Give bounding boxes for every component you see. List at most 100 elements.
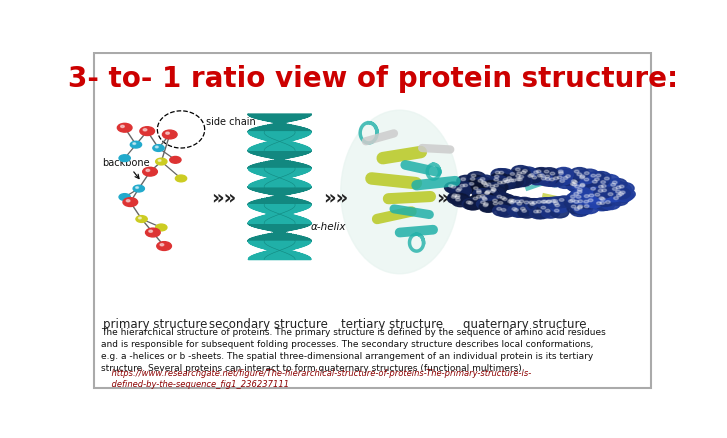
Circle shape xyxy=(512,208,517,211)
Circle shape xyxy=(470,183,474,186)
Circle shape xyxy=(504,198,522,209)
Circle shape xyxy=(570,168,589,180)
Circle shape xyxy=(145,229,160,237)
Circle shape xyxy=(476,193,494,204)
Circle shape xyxy=(480,182,498,193)
Circle shape xyxy=(138,218,141,219)
Circle shape xyxy=(499,196,517,207)
Circle shape xyxy=(157,242,172,251)
Circle shape xyxy=(521,172,526,175)
Circle shape xyxy=(462,199,481,210)
Circle shape xyxy=(580,170,599,181)
Circle shape xyxy=(146,170,150,172)
Circle shape xyxy=(494,176,499,179)
Circle shape xyxy=(490,182,508,193)
Circle shape xyxy=(524,173,542,184)
Circle shape xyxy=(511,200,515,203)
Circle shape xyxy=(550,179,554,181)
Circle shape xyxy=(478,180,497,191)
Circle shape xyxy=(580,176,585,178)
Text: side chain: side chain xyxy=(206,117,256,127)
Circle shape xyxy=(554,168,573,180)
Circle shape xyxy=(507,177,526,188)
Circle shape xyxy=(481,178,485,181)
Circle shape xyxy=(589,194,594,198)
Circle shape xyxy=(510,201,514,204)
Circle shape xyxy=(530,203,534,206)
Circle shape xyxy=(545,210,550,213)
Circle shape xyxy=(166,133,169,135)
Circle shape xyxy=(444,183,462,194)
Circle shape xyxy=(511,180,515,182)
Circle shape xyxy=(554,177,558,180)
Circle shape xyxy=(571,183,590,194)
Circle shape xyxy=(611,188,630,200)
Circle shape xyxy=(479,202,497,213)
Circle shape xyxy=(449,185,453,188)
Circle shape xyxy=(156,225,167,231)
Circle shape xyxy=(537,211,542,213)
Circle shape xyxy=(516,205,535,217)
Circle shape xyxy=(519,176,523,179)
Circle shape xyxy=(567,203,586,214)
Circle shape xyxy=(476,176,494,187)
Circle shape xyxy=(119,155,130,162)
Circle shape xyxy=(491,189,496,192)
Circle shape xyxy=(616,194,622,197)
Circle shape xyxy=(616,191,620,194)
Circle shape xyxy=(507,198,525,208)
Circle shape xyxy=(601,198,605,201)
Circle shape xyxy=(554,170,574,181)
Circle shape xyxy=(578,201,582,203)
Circle shape xyxy=(608,193,613,196)
Circle shape xyxy=(569,200,573,203)
Circle shape xyxy=(606,181,626,193)
Circle shape xyxy=(497,207,515,218)
Circle shape xyxy=(170,157,181,164)
Circle shape xyxy=(533,172,553,184)
Circle shape xyxy=(542,201,547,204)
Circle shape xyxy=(473,189,491,200)
Circle shape xyxy=(608,186,627,197)
Circle shape xyxy=(459,182,477,193)
Circle shape xyxy=(510,207,528,218)
Circle shape xyxy=(495,172,500,174)
Circle shape xyxy=(537,198,555,210)
Circle shape xyxy=(505,180,509,184)
Circle shape xyxy=(570,205,589,217)
Circle shape xyxy=(468,202,473,205)
Circle shape xyxy=(550,202,570,213)
Circle shape xyxy=(550,175,569,186)
Circle shape xyxy=(503,179,507,182)
Circle shape xyxy=(612,188,617,191)
Circle shape xyxy=(603,191,623,202)
Circle shape xyxy=(590,176,609,187)
Circle shape xyxy=(482,182,486,185)
Circle shape xyxy=(485,192,489,195)
Circle shape xyxy=(478,196,497,207)
Circle shape xyxy=(487,186,505,197)
Circle shape xyxy=(591,188,595,191)
Circle shape xyxy=(489,200,507,211)
Circle shape xyxy=(551,200,555,203)
Circle shape xyxy=(500,178,518,189)
Circle shape xyxy=(482,181,500,192)
Circle shape xyxy=(590,191,610,203)
Circle shape xyxy=(473,198,478,200)
Circle shape xyxy=(606,201,610,204)
Text: The hierarchical structure of proteins. The primary structure is defined by the : The hierarchical structure of proteins. … xyxy=(101,328,606,372)
Circle shape xyxy=(502,198,507,201)
Circle shape xyxy=(506,180,510,183)
Circle shape xyxy=(488,187,505,198)
Circle shape xyxy=(481,182,486,184)
Circle shape xyxy=(601,198,620,210)
Circle shape xyxy=(162,131,177,140)
Circle shape xyxy=(503,175,521,186)
Circle shape xyxy=(505,197,523,208)
Circle shape xyxy=(451,196,456,199)
Circle shape xyxy=(526,201,545,212)
Circle shape xyxy=(497,208,502,211)
Circle shape xyxy=(596,196,615,207)
Circle shape xyxy=(538,198,557,209)
Circle shape xyxy=(136,216,148,223)
